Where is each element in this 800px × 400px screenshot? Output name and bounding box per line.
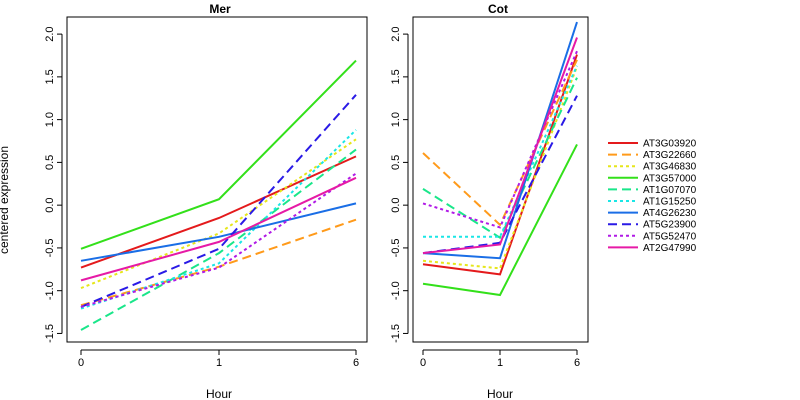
y-tick-label-cot-5: 1.0: [390, 112, 402, 127]
series-line-mer-2: [80, 138, 357, 290]
series-line-mer-9: [80, 176, 357, 282]
legend-label-0: AT3G03920: [643, 139, 697, 150]
y-tick-label-mer-7: 2.0: [44, 26, 56, 41]
series-line-cot-8: [422, 50, 578, 229]
x-tick-label-mer-0: 0: [78, 357, 84, 369]
y-tick-label-cot-3: 0.0: [390, 198, 402, 213]
legend-label-6: AT4G26230: [643, 208, 697, 219]
y-tick-label-mer-5: 1.0: [44, 112, 56, 127]
y-tick-label-cot-0: -1.5: [390, 324, 402, 343]
legend-label-1: AT3G22660: [643, 150, 697, 161]
x-axis-mer: 0 1 6: [78, 349, 359, 369]
series-line-cot-3: [422, 143, 578, 297]
legend-label-3: AT3G57000: [643, 173, 697, 184]
series-line-mer-6: [80, 202, 357, 262]
plot-frame-cot: [412, 16, 589, 343]
legend-label-8: AT5G52470: [643, 231, 697, 242]
series-line-mer-4: [80, 148, 357, 331]
panel-cot: Cot -1.5 -1.0 -0.5 0.0 0.5 1.0 1.5 2.0 0 1 6 Hour: [390, 2, 589, 400]
series-line-cot-6: [422, 21, 578, 260]
panel-mer: Mer -1.5 -1.0 -0.5 0.0 0.5 1.0 1.5 2.0 0 1 6 Hour: [44, 2, 368, 400]
x-tick-label-cot-0: 0: [420, 357, 426, 369]
x-tick-label-mer-2: 6: [353, 357, 359, 369]
legend-label-7: AT5G23900: [643, 220, 697, 231]
series-lines-cot: [422, 21, 578, 297]
y-tick-label-cot-1: -1.0: [390, 281, 402, 300]
x-axis-cot: 0 1 6: [420, 349, 580, 369]
legend-label-4: AT1G07070: [643, 185, 697, 196]
y-tick-label-mer-6: 1.5: [44, 69, 56, 84]
y-axis-cot: -1.5 -1.0 -0.5 0.0 0.5 1.0 1.5 2.0: [390, 26, 409, 343]
series-lines-mer: [80, 59, 357, 331]
y-tick-label-cot-4: 0.5: [390, 155, 402, 170]
y-tick-label-mer-3: 0.0: [44, 198, 56, 213]
legend-label-2: AT3G46830: [643, 162, 697, 173]
series-line-mer-5: [80, 129, 357, 310]
y-tick-label-cot-2: -0.5: [390, 238, 402, 257]
y-tick-label-mer-2: -0.5: [44, 238, 56, 257]
legend-label-5: AT1G15250: [643, 197, 697, 208]
y-tick-label-mer-4: 0.5: [44, 155, 56, 170]
series-line-cot-9: [422, 37, 578, 255]
legend-label-9: AT2G47990: [643, 243, 697, 254]
series-line-mer-3: [80, 59, 357, 250]
y-tick-label-mer-0: -1.5: [44, 324, 56, 343]
plot-frame-mer: [66, 16, 368, 343]
x-tick-label-cot-1: 1: [497, 357, 503, 369]
legend: AT3G03920AT3G22660AT3G46830AT3G57000AT1G…: [608, 139, 697, 254]
series-line-mer-1: [80, 218, 357, 307]
y-tick-label-mer-1: -1.0: [44, 281, 56, 300]
x-tick-label-mer-1: 1: [216, 357, 222, 369]
series-line-cot-2: [422, 66, 578, 270]
y-tick-label-cot-7: 2.0: [390, 26, 402, 41]
x-axis-label-mer: Hour: [206, 387, 232, 400]
series-line-cot-1: [422, 59, 578, 227]
series-line-cot-0: [422, 54, 578, 276]
series-line-cot-5: [423, 65, 578, 238]
y-tick-label-cot-6: 1.5: [390, 69, 402, 84]
panel-title-mer: Mer: [209, 2, 231, 16]
y-axis-mer: -1.5 -1.0 -0.5 0.0 0.5 1.0 1.5 2.0: [44, 26, 63, 343]
series-line-cot-4: [422, 77, 578, 240]
series-line-mer-0: [80, 155, 357, 269]
y-axis-label: centered expression: [0, 146, 11, 254]
panel-title-cot: Cot: [488, 2, 508, 16]
x-axis-label-cot: Hour: [487, 387, 513, 400]
series-line-mer-8: [80, 172, 357, 308]
series-line-mer-7: [80, 94, 357, 308]
x-tick-label-cot-2: 6: [574, 357, 580, 369]
